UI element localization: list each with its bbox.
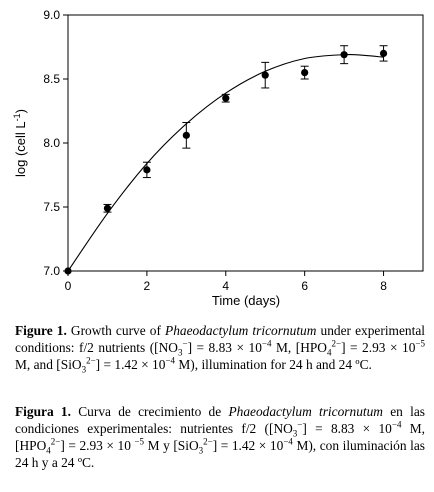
caption-es-text: M y [SiO bbox=[144, 438, 199, 453]
caption-es-sub: 3 bbox=[198, 445, 204, 456]
caption-es-text: en las condiciones experimentales: nutri… bbox=[15, 404, 425, 436]
caption-es-exponent: −5 bbox=[134, 436, 145, 447]
caption-en-label: Figure 1. bbox=[15, 323, 67, 338]
caption-en-exponent: −4 bbox=[261, 338, 272, 349]
y-tick-label: 8.5 bbox=[43, 72, 60, 86]
chart-axes: 0 2 4 6 8 7.0 7.5 8.0 8.5 9.0 bbox=[43, 8, 424, 293]
data-point bbox=[103, 204, 112, 212]
y-tick-label: 9.0 bbox=[43, 8, 60, 22]
growth-curve-chart: 0 2 4 6 8 7.0 7.5 8.0 8.5 9.0 Time (days) log (ce… bbox=[12, 8, 424, 308]
data-point bbox=[143, 166, 151, 174]
caption-en-sup: 2− bbox=[86, 355, 96, 366]
y-axis-label-main: log (cell L bbox=[13, 121, 28, 177]
x-axis-label: Time (days) bbox=[212, 293, 280, 308]
caption-en-text: ] = 1.42 × 10 bbox=[95, 357, 166, 372]
caption-es-exponent: −4 bbox=[283, 436, 293, 447]
caption-en-exponent: −5 bbox=[415, 338, 425, 349]
y-axis-label-close: ) bbox=[13, 109, 28, 113]
plot-frame bbox=[67, 14, 424, 272]
y-axis-label-sup: -1 bbox=[12, 113, 22, 121]
caption-en-text: M, [HPO bbox=[271, 340, 327, 355]
data-point bbox=[182, 131, 190, 139]
error-bars bbox=[103, 45, 388, 213]
caption-en-text: M), illumination for 24 h and 24 ºC. bbox=[175, 357, 372, 372]
y-tick-label: 8.0 bbox=[43, 136, 60, 150]
caption-es-text: ] = 8.83 × 10 bbox=[302, 421, 392, 436]
caption-es-text: ] = 1.42 × 10 bbox=[212, 438, 284, 453]
caption-en-text: under experimental conditions: f/2 nutri… bbox=[15, 323, 425, 355]
data-points bbox=[64, 49, 388, 275]
caption-es-text: M), con iluminación las 24 h y a 24 ºC. bbox=[15, 438, 425, 470]
data-point bbox=[379, 49, 388, 58]
data-point bbox=[64, 267, 72, 275]
caption-en-sub: 3 bbox=[81, 364, 87, 375]
figure-caption-english: Figure 1. Growth curve of Phaeodactylum … bbox=[15, 322, 425, 375]
x-tick-label: 8 bbox=[380, 279, 387, 293]
caption-es-species: Phaeodactylum tricornutum bbox=[228, 404, 383, 419]
y-tick-label: 7.0 bbox=[43, 264, 60, 278]
fitted-curve bbox=[67, 53, 384, 272]
caption-es-sup: 2− bbox=[50, 436, 61, 447]
caption-en-text: M, and [SiO bbox=[15, 357, 82, 372]
data-point bbox=[340, 51, 348, 59]
caption-en-text: ] = 2.93 × 10 bbox=[341, 340, 416, 355]
caption-en-sup: − bbox=[182, 338, 188, 349]
y-tick-label: 7.5 bbox=[43, 200, 60, 214]
caption-es-sub: 4 bbox=[46, 445, 51, 456]
figure-caption-spanish: Figura 1. Curva de crecimiento de Phaeod… bbox=[15, 403, 425, 471]
fit-curve-line bbox=[67, 53, 384, 272]
caption-en-text: ] = 8.83 × 10 bbox=[187, 340, 262, 355]
caption-en-sub: 3 bbox=[177, 347, 183, 358]
x-tick-label: 6 bbox=[301, 279, 308, 293]
y-axis-label: log (cell L-1) bbox=[12, 109, 28, 177]
caption-es-label: Figura 1. bbox=[15, 404, 71, 419]
caption-es-text: Curva de crecimiento de bbox=[70, 404, 229, 419]
x-tick-label: 0 bbox=[65, 279, 72, 293]
caption-es-text: ] = 2.93 × 10 bbox=[60, 438, 135, 453]
data-point bbox=[261, 71, 269, 79]
caption-en-exponent: −4 bbox=[165, 355, 176, 366]
caption-es-text: M, [HPO bbox=[15, 421, 426, 453]
caption-es-sup: 2− bbox=[203, 436, 213, 447]
caption-en-sub: 4 bbox=[326, 347, 332, 358]
x-tick-label: 2 bbox=[144, 279, 151, 293]
caption-en-sup: 2− bbox=[331, 338, 342, 349]
x-tick-label: 4 bbox=[222, 279, 229, 293]
data-point bbox=[222, 94, 230, 102]
caption-es-sup: − bbox=[297, 419, 303, 430]
data-point bbox=[301, 69, 309, 77]
caption-es-sub: 3 bbox=[292, 428, 298, 439]
caption-en-species: Phaeodactylum tricornutum bbox=[165, 323, 317, 338]
caption-es-exponent: −4 bbox=[391, 419, 402, 430]
caption-en-text: Growth curve of bbox=[66, 323, 166, 338]
